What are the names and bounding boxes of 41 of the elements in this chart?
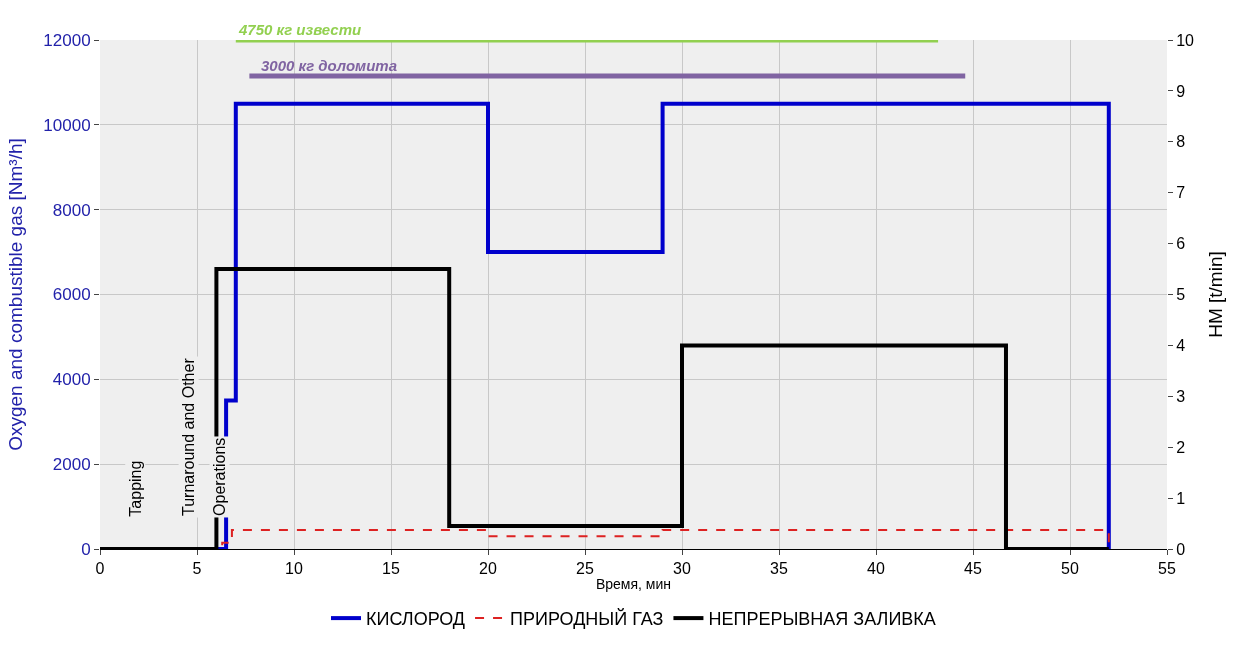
y2-tick-label: 1 bbox=[1176, 489, 1186, 507]
x-tick-label: 5 bbox=[192, 560, 202, 578]
x-tick-label: 50 bbox=[1061, 560, 1079, 578]
x-axis-title: Время, мин bbox=[595, 575, 672, 592]
y-tick-label: 12000 bbox=[43, 30, 91, 50]
y2-axis-title: HM [t/min] bbox=[1204, 251, 1226, 338]
x-tick-label: 25 bbox=[576, 560, 594, 578]
y2-tick-label: 0 bbox=[1176, 540, 1186, 558]
y2-tick-label: 10 bbox=[1176, 31, 1195, 49]
annotation: 3000 кг доломита bbox=[261, 57, 397, 74]
legend-label: ПРИРОДНЫЙ ГАЗ bbox=[510, 608, 664, 630]
y2-tick-label: 9 bbox=[1176, 82, 1186, 100]
y2-tick-label: 2 bbox=[1176, 438, 1186, 456]
y2-tick-label: 3 bbox=[1176, 387, 1186, 405]
annotation: Operations bbox=[211, 437, 229, 516]
annotation: 4750 кг извести bbox=[238, 21, 362, 38]
y-tick-label: 2000 bbox=[52, 455, 91, 475]
y-tick-label: 10000 bbox=[43, 115, 91, 135]
y2-tick-label: 8 bbox=[1176, 133, 1186, 151]
x-tick-label: 0 bbox=[95, 560, 105, 578]
x-tick-label: 55 bbox=[1158, 560, 1176, 578]
legend-label: НЕПРЕРЫВНАЯ ЗАЛИВКА bbox=[708, 609, 936, 630]
legend-label: КИСЛОРОД bbox=[366, 609, 466, 630]
y-tick-label: 6000 bbox=[52, 285, 91, 305]
y2-tick-label: 7 bbox=[1176, 184, 1186, 202]
x-tick-label: 30 bbox=[673, 560, 691, 578]
y2-tick-label: 4 bbox=[1176, 337, 1186, 354]
x-tick-label: 45 bbox=[964, 560, 982, 578]
y2-tick-label: 5 bbox=[1176, 286, 1186, 304]
annotation: Tapping bbox=[126, 460, 144, 517]
x-tick-label: 20 bbox=[479, 560, 497, 578]
y2-tick-label: 6 bbox=[1176, 235, 1186, 253]
y-tick-label: 8000 bbox=[52, 200, 91, 220]
y-axis-title: Oxygen and combustible gas [Nm³/h] bbox=[5, 138, 27, 451]
x-tick-label: 10 bbox=[285, 560, 303, 578]
x-tick-label: 35 bbox=[770, 560, 788, 578]
y-tick-label: 0 bbox=[81, 539, 91, 559]
x-tick-label: 40 bbox=[867, 560, 885, 578]
annotation: Turnaround and Other bbox=[180, 357, 198, 517]
y-tick-label: 4000 bbox=[52, 370, 91, 390]
x-tick-label: 15 bbox=[382, 560, 400, 578]
